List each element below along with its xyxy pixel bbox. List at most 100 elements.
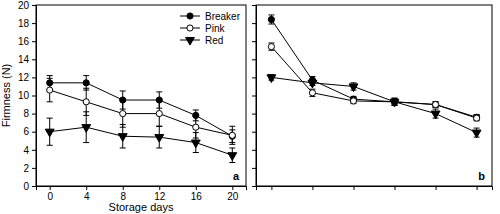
y-tick-label: 8 [23,108,29,119]
y-tick-mark [252,23,256,24]
error-bar [268,15,274,24]
y-tick-mark [32,96,36,97]
data-point [82,125,91,133]
panel-label: b [478,170,485,182]
x-tick [353,186,354,190]
x-tick: 16 [191,186,203,202]
x-axis-title: Storage days [109,201,174,213]
y-tick: 4 [23,145,36,156]
error-bar [268,43,274,50]
y-axis-line [252,6,257,187]
x-tick-mark [353,186,354,190]
error-bar [229,126,235,144]
data-point [268,16,274,22]
x-axis-line [257,187,493,191]
y-axis [252,6,257,187]
y-tick: 2 [23,163,36,174]
error-bar [474,115,480,120]
x-tick [312,186,313,190]
x-tick: 0 [47,186,53,202]
series-line [271,77,476,132]
y-tick-mark [252,168,256,169]
x-axis [257,186,493,190]
y-tick-mark [32,114,36,115]
y-tick-mark [32,41,36,42]
x-tick-mark [312,186,313,190]
y-tick: 16 [18,36,36,47]
x-tick-mark [477,186,478,190]
y-tick [252,23,256,24]
y-tick: 8 [23,108,36,119]
y-tick-label: 2 [23,163,29,174]
data-point [47,87,53,93]
y-tick-mark [32,5,36,6]
y-tick-label: 4 [23,145,29,156]
series-line [50,127,233,155]
data-point [390,99,399,107]
x-tick: 20 [227,186,239,202]
data-point [474,114,480,120]
x-tick [436,186,437,190]
x-tick-label: 0 [47,191,53,202]
data-point [191,140,200,148]
data-point [474,115,480,121]
x-axis: 048121620 [37,186,247,202]
legend-label: Pink [205,23,225,34]
x-tick-mark [395,186,396,190]
series-line [271,19,476,117]
y-tick-mark [252,77,256,78]
data-point [431,111,440,119]
y-tick-mark [32,23,36,24]
x-axis-line [37,187,247,191]
error-bar [350,98,356,103]
y-tick-mark [252,96,256,97]
y-tick: 12 [18,72,36,83]
y-tick [252,41,256,42]
data-point [349,84,358,92]
data-point [268,44,274,50]
y-tick-mark [32,150,36,151]
data-point [267,75,276,83]
data-point [350,98,356,104]
error-bar [156,101,162,126]
data-point [432,101,438,107]
x-tick-mark [123,186,124,190]
y-axis-line [32,6,37,187]
y-tick: 6 [23,126,36,137]
panel: b [252,5,493,190]
error-bar [309,89,315,96]
y-tick [252,132,256,133]
error-bar [47,78,53,102]
data-point [118,134,127,142]
data-point [472,130,481,138]
y-tick: 10 [18,90,36,101]
data-point [432,101,438,107]
y-tick-label: 14 [18,54,30,65]
plot-marks [267,15,481,138]
y-tick-mark [252,41,256,42]
data-point [229,132,235,138]
legend-label: Red [205,35,223,46]
x-tick-label: 16 [191,191,203,202]
x-tick: 8 [120,186,126,202]
x-tick [477,186,478,190]
y-tick: 0 [23,181,36,192]
legend-marker [187,25,193,31]
y-tick [252,77,256,78]
legend-marker [186,37,195,45]
plot-frame [256,5,492,186]
x-tick: 12 [154,186,166,202]
y-tick-mark [252,186,256,187]
y-tick [252,168,256,169]
x-tick-mark [196,186,197,190]
y-axis: 02468101214161820 [18,0,37,192]
y-tick-label: 18 [18,18,30,29]
y-tick-mark [252,132,256,133]
panel-label: a [233,170,240,182]
legend-marker [187,13,193,19]
series-line [271,47,476,118]
legend-label: Breaker [205,11,241,22]
data-point [83,80,89,86]
data-point [309,90,315,96]
x-tick [395,186,396,190]
